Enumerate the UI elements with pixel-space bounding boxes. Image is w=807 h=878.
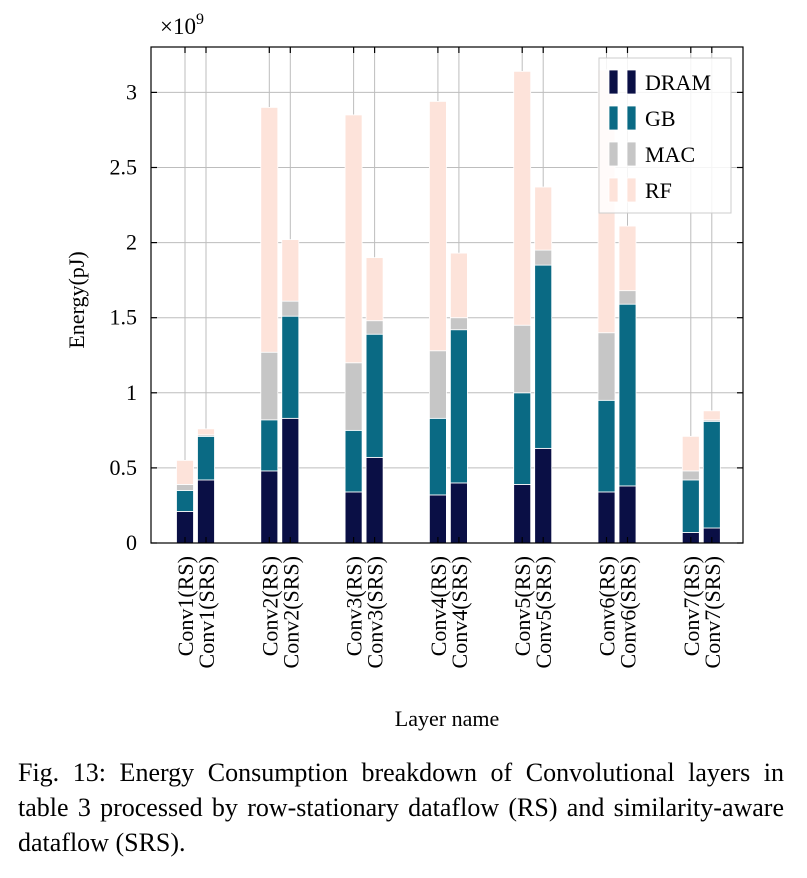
bar-mac-segment [428, 350, 447, 419]
legend-label: MAC [645, 142, 695, 167]
bar-mac-segment [344, 362, 363, 431]
y-axis-ticks: 0 0.5 1 1.5 2 2.5 3 [110, 79, 743, 555]
bar-gb-segment [344, 429, 363, 493]
bar-mac-segment [176, 484, 194, 491]
y-tick-label: 1.5 [110, 305, 138, 330]
y-multiplier: ×109 [160, 11, 204, 39]
x-tick-label: Conv3(RS) [342, 556, 367, 656]
bar-mac-segment [281, 300, 300, 317]
stacked-bar-chart: 0 0.5 1 1.5 2 2.5 3 Conv1(RS)Conv1(SRS) Conv2(R… [64, 11, 744, 731]
bar-rf-segment [534, 186, 553, 251]
bar-mac-segment [260, 351, 279, 421]
legend-swatch [626, 105, 637, 131]
bar-mac-segment [365, 320, 384, 335]
bar-gb-segment [260, 419, 279, 472]
bar-rf-segment [344, 114, 363, 364]
bars [176, 69, 721, 544]
bar-gb-segment [428, 417, 447, 496]
bar-mac-segment [681, 470, 700, 481]
bar-dram-segment [344, 491, 363, 544]
bar-dram-segment [513, 484, 532, 544]
legend-swatch [608, 69, 619, 95]
x-tick-label: Conv5(RS) [510, 556, 535, 656]
y-tick-label: 0 [126, 530, 137, 555]
x-tick-label: Conv2(SRS) [278, 556, 303, 668]
x-tick-label: Conv7(RS) [679, 556, 704, 656]
bar-gb-segment [176, 490, 194, 512]
legend-swatch [608, 177, 619, 203]
figure-caption: Fig. 13: Energy Consumption breakdown of… [18, 758, 784, 857]
bar-gb-segment [534, 264, 553, 449]
bar-dram-segment [197, 479, 215, 544]
bar-rf-segment [197, 428, 215, 436]
bar-dram-segment [428, 494, 447, 544]
bar-dram-segment [534, 447, 553, 544]
x-tick-label: Conv2(RS) [257, 556, 282, 656]
y-tick-label: 0.5 [110, 455, 138, 480]
bar-gb-segment [618, 303, 637, 487]
bar-gb-segment [702, 420, 721, 529]
bar-mac-segment [597, 332, 616, 401]
y-tick-label: 2.5 [110, 155, 138, 180]
legend-label: DRAM [645, 70, 711, 95]
x-tick-label: Conv1(RS) [173, 556, 198, 656]
y-tick-label: 2 [126, 230, 137, 255]
legend-swatch [626, 177, 637, 203]
bar-rf-segment [260, 107, 279, 353]
bar-rf-segment [702, 410, 721, 421]
bar-dram-segment [449, 482, 468, 544]
bar-rf-segment [176, 459, 194, 485]
bar-gb-segment [681, 479, 700, 533]
legend-swatch [626, 141, 637, 167]
x-tick-label: Conv5(SRS) [531, 556, 556, 668]
y-axis-label: Energy(pJ) [64, 251, 89, 348]
bar-gb-segment [597, 399, 616, 493]
x-tick-label: Conv4(SRS) [447, 556, 472, 668]
x-axis-ticks: Conv1(RS)Conv1(SRS) Conv2(RS)Conv2(SRS) Co… [173, 47, 725, 668]
bar-gb-segment [513, 392, 532, 485]
x-tick-label: Conv7(SRS) [700, 556, 725, 668]
y-tick-label: 1 [126, 380, 137, 405]
x-axis-label: Layer name [395, 706, 499, 731]
legend-swatch [608, 105, 619, 131]
bar-rf-segment [449, 252, 468, 319]
bar-dram-segment [597, 491, 616, 544]
bar-mac-segment [618, 290, 637, 305]
bar-rf-segment [681, 435, 700, 472]
legend-swatch [626, 69, 637, 95]
bar-gb-segment [197, 435, 215, 481]
y-tick-label: 3 [126, 79, 137, 104]
x-tick-label: Conv1(SRS) [194, 556, 219, 668]
bar-rf-segment [365, 257, 384, 322]
bar-mac-segment [449, 317, 468, 331]
legend-swatch [608, 141, 619, 167]
bar-dram-segment [618, 485, 637, 544]
x-tick-label: Conv4(RS) [426, 556, 451, 656]
bar-gb-segment [281, 315, 300, 419]
bar-dram-segment [260, 470, 279, 544]
legend: DRAM GB MAC RF [598, 57, 732, 214]
bar-rf-segment [618, 225, 637, 292]
bar-gb-segment [365, 333, 384, 458]
legend-label: GB [645, 106, 676, 131]
bar-rf-segment [281, 239, 300, 302]
y-multiplier-exponent: 9 [196, 11, 204, 28]
x-tick-label: Conv6(RS) [595, 556, 620, 656]
x-tick-label: Conv6(SRS) [616, 556, 641, 668]
x-tick-label: Conv3(SRS) [363, 556, 388, 668]
bar-rf-segment [513, 70, 532, 326]
bar-gb-segment [449, 329, 468, 484]
bar-mac-segment [534, 249, 553, 266]
bar-rf-segment [428, 101, 447, 352]
plot-frame [150, 46, 744, 544]
legend-label: RF [645, 178, 672, 203]
bar-dram-segment [365, 456, 384, 544]
legend-box [598, 57, 732, 214]
bar-dram-segment [281, 417, 300, 544]
bar-mac-segment [513, 324, 532, 394]
